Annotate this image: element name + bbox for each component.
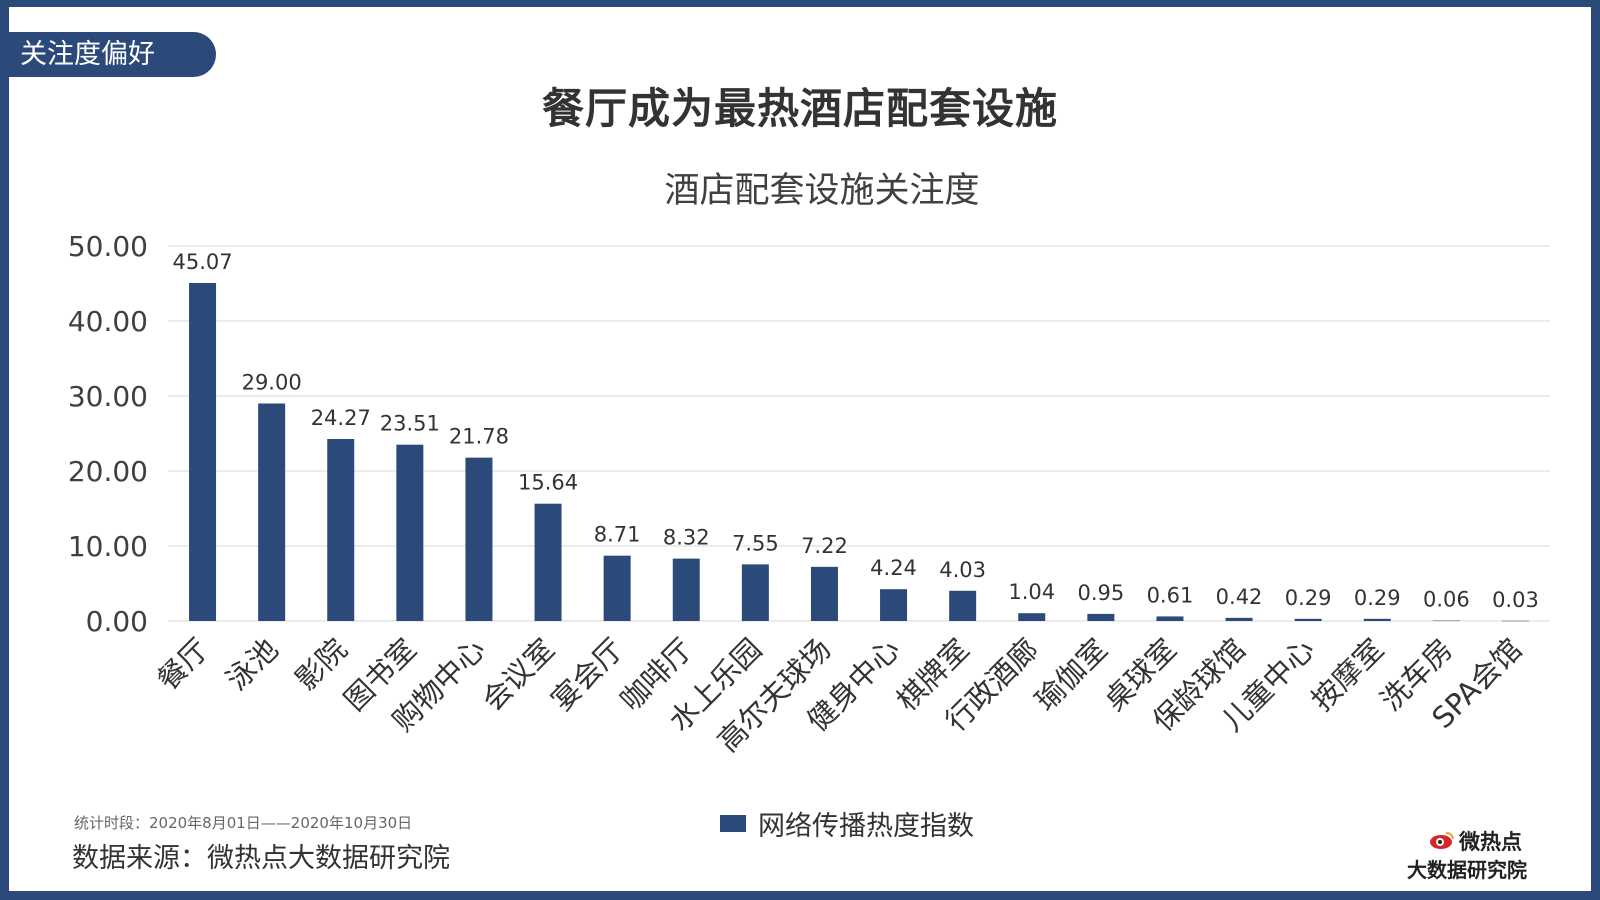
bar <box>465 457 493 621</box>
data-label: 7.55 <box>732 531 779 555</box>
legend-label: 网络传播热度指数 <box>758 810 974 842</box>
legend-swatch <box>720 814 746 832</box>
data-label: 24.27 <box>311 406 371 430</box>
logo-top-text: 微热点 <box>1459 830 1522 854</box>
chart-title: 酒店配套设施关注度 <box>664 171 979 211</box>
data-label: 0.29 <box>1354 586 1401 610</box>
y-tick-label: 40.00 <box>68 305 148 338</box>
x-axis-ticks: 餐厅 泳池 影院图书室购物中心会议室宴会厅咖啡厅水上乐园高尔夫球场健身中心棋牌室行政… <box>150 632 1528 759</box>
y-tick-label: 30.00 <box>68 380 148 413</box>
bar <box>810 566 838 621</box>
data-label: 4.24 <box>870 556 917 580</box>
y-tick-label: 0.00 <box>86 605 148 638</box>
bar <box>534 503 562 621</box>
x-tick-label: 宴会厅 <box>545 632 631 718</box>
bar <box>189 282 217 621</box>
bar <box>1018 613 1046 621</box>
bar <box>1087 613 1115 621</box>
bar <box>949 590 977 621</box>
statistics-period: 统计时段：2020年8月01日——2020年10月30日 <box>74 814 413 832</box>
bar <box>258 403 286 621</box>
x-tick-label: 泳池 <box>220 632 285 697</box>
brand-logo: 微热点 大数据研究院 <box>1405 826 1555 882</box>
logo-bottom-text: 大数据研究院 <box>1407 858 1527 882</box>
data-label: 4.03 <box>939 558 986 582</box>
y-tick-label: 50.00 <box>68 230 148 263</box>
data-label: 0.42 <box>1216 585 1263 609</box>
bar <box>1501 620 1529 622</box>
bar <box>880 589 908 621</box>
data-label: 8.32 <box>663 526 710 550</box>
bar <box>603 555 631 621</box>
data-label: 0.06 <box>1423 588 1470 612</box>
weibo-eye-icon <box>1430 832 1454 849</box>
data-label: 15.64 <box>518 471 578 495</box>
bar <box>672 558 700 621</box>
bar <box>1225 617 1253 621</box>
legend: 网络传播热度指数 <box>720 808 974 842</box>
data-label: 7.22 <box>801 534 848 558</box>
data-label: 29.00 <box>242 371 302 395</box>
bar <box>396 444 424 621</box>
grid-lines <box>168 245 1550 622</box>
x-tick-label: 餐厅 <box>150 632 215 697</box>
bar <box>327 438 355 621</box>
x-tick-label: 瑜伽室 <box>1028 632 1114 718</box>
bars <box>189 282 1529 622</box>
data-label: 21.78 <box>449 425 509 449</box>
data-label: 0.95 <box>1077 581 1124 605</box>
data-label: 45.07 <box>172 250 232 274</box>
data-label: 23.51 <box>380 412 440 436</box>
data-label: 0.61 <box>1147 583 1194 607</box>
data-label: 1.04 <box>1008 580 1055 604</box>
data-label: 0.03 <box>1492 588 1539 612</box>
data-labels: 45.07 29.00 24.27 23.51 21.78 15.64 8.71 8.32 7.… <box>172 250 1538 612</box>
x-tick-label: 会议室 <box>475 632 561 718</box>
y-tick-label: 10.00 <box>68 530 148 563</box>
bar-chart: 酒店配套设施关注度 0.0010.0020.0030.0040.0050.00 … <box>68 171 1550 759</box>
y-tick-label: 20.00 <box>68 455 148 488</box>
data-label: 0.29 <box>1285 586 1332 610</box>
page-title: 餐厅成为最热酒店配套设施 <box>541 84 1058 133</box>
bar <box>1363 618 1391 621</box>
bar <box>741 564 769 621</box>
bar <box>1294 618 1322 621</box>
section-tag: 关注度偏好 <box>0 32 216 77</box>
data-source: 数据来源：微热点大数据研究院 <box>72 843 450 874</box>
bar <box>1432 620 1460 622</box>
data-label: 8.71 <box>594 523 641 547</box>
bar <box>1156 616 1184 621</box>
y-axis-ticks: 0.00 10.00 20.00 30.00 40.00 50.00 <box>68 230 148 638</box>
x-tick-label: 按摩室 <box>1305 632 1391 718</box>
